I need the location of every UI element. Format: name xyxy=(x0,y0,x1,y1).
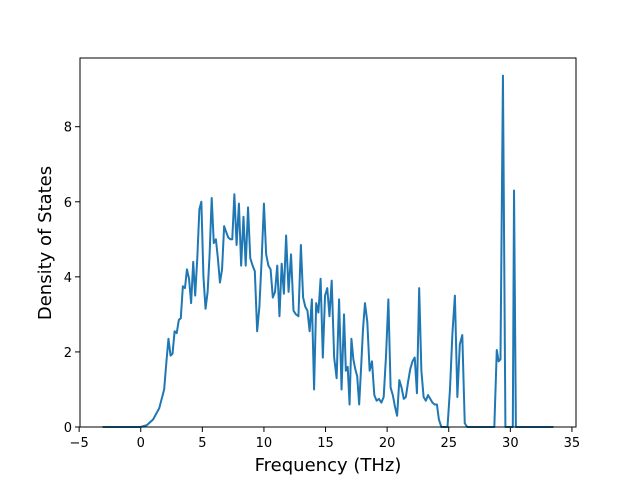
y-tick-label: 0 xyxy=(64,421,72,436)
y-tick-label: 2 xyxy=(64,346,72,361)
x-tick-label: 20 xyxy=(379,436,396,451)
x-tick-label: −5 xyxy=(70,436,89,451)
plot-frame xyxy=(79,57,577,428)
x-tick-label: 5 xyxy=(198,436,206,451)
x-tick-label: 0 xyxy=(137,436,145,451)
line-series xyxy=(102,74,554,428)
x-tick-label: 15 xyxy=(317,436,334,451)
y-tick-label: 8 xyxy=(64,121,72,136)
x-tick-label: 35 xyxy=(564,436,581,451)
x-tick-label: 30 xyxy=(502,436,519,451)
y-tick-label: 6 xyxy=(64,196,72,211)
x-tick-label: 10 xyxy=(256,436,273,451)
x-tick-label: 25 xyxy=(440,436,457,451)
y-tick-label: 4 xyxy=(64,271,72,286)
x-axis-label: Frequency (THz) xyxy=(255,455,402,476)
y-axis-label: Density of States xyxy=(35,166,56,320)
